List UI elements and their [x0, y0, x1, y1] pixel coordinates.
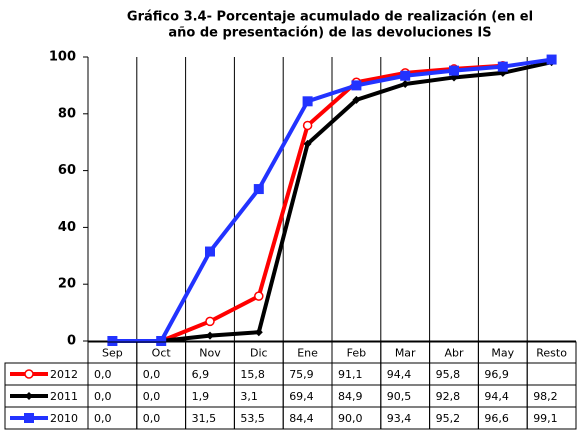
marker: [205, 246, 215, 257]
marker: [351, 80, 362, 91]
legend-label: 2010: [50, 412, 78, 425]
table-value: 0,0: [94, 368, 112, 381]
marker: [497, 61, 508, 72]
legend-marker: [24, 413, 34, 423]
y-tick-label: 80: [58, 106, 76, 121]
series-line: [112, 57, 552, 343]
marker: [546, 54, 557, 65]
table-value: 92,8: [436, 390, 461, 403]
x-tick-label: Ene: [297, 347, 318, 360]
marker: [302, 96, 313, 107]
x-tick-label: Mar: [395, 347, 416, 360]
table-value: 0,0: [143, 368, 161, 381]
table-value: 0,0: [143, 390, 161, 403]
table-value: 0,0: [94, 390, 112, 403]
table-value: 96,9: [484, 368, 509, 381]
y-tick-label: 40: [58, 220, 76, 235]
x-tick-label: Sep: [102, 347, 123, 360]
table-value: 84,4: [289, 412, 314, 425]
legend-marker: [24, 369, 34, 379]
table-value: 3,1: [240, 390, 258, 403]
table-value: 96,6: [484, 412, 509, 425]
table-value: 90,5: [387, 390, 412, 403]
x-tick-label: Abr: [444, 347, 464, 360]
table-value: 99,1: [533, 412, 558, 425]
marker: [107, 336, 118, 346]
marker: [253, 184, 264, 195]
table-value: 6,9: [192, 368, 210, 381]
table-value: 94,4: [484, 390, 509, 403]
chart-title: año de presentación) de las devoluciones…: [168, 26, 491, 41]
table-value: 15,8: [240, 368, 265, 381]
table-cell: [526, 406, 577, 430]
table-value: 95,8: [436, 368, 461, 381]
table-value: 91,1: [338, 368, 363, 381]
table-value: 98,2: [533, 390, 558, 403]
table-value: 1,9: [192, 390, 210, 403]
marker: [449, 65, 459, 76]
series-line: [112, 63, 503, 343]
table-value: 53,5: [240, 412, 265, 425]
series-line: [112, 60, 553, 343]
y-tick-label: 100: [49, 50, 76, 65]
table-value: 0,0: [94, 412, 112, 425]
table-value: 84,9: [338, 390, 363, 403]
table-value: 0,0: [143, 412, 161, 425]
table-value: 90,0: [338, 412, 363, 425]
chart-title: Gráfico 3.4- Porcentaje acumulado de rea…: [127, 10, 533, 25]
y-tick-label: 60: [58, 163, 76, 178]
table-value: 94,4: [387, 368, 412, 381]
table-value: 69,4: [289, 390, 314, 403]
marker: [303, 139, 312, 148]
x-tick-label: Nov: [199, 347, 221, 360]
legend-label: 2012: [50, 368, 78, 381]
marker: [401, 79, 410, 88]
y-tick-label: 0: [67, 334, 76, 349]
y-tick-label: 20: [58, 277, 76, 292]
table-value: 31,5: [192, 412, 217, 425]
x-tick-label: Feb: [347, 347, 366, 360]
table-value: 75,9: [289, 368, 314, 381]
marker: [302, 120, 313, 131]
x-tick-label: Oct: [152, 347, 172, 360]
legend-label: 2011: [50, 390, 78, 403]
x-tick-label: May: [491, 347, 514, 360]
x-tick-label: Resto: [536, 347, 567, 360]
legend-marker: [25, 392, 33, 400]
marker: [206, 331, 214, 340]
marker: [254, 291, 264, 301]
marker: [205, 316, 215, 327]
table-value: 93,4: [387, 412, 412, 425]
x-tick-label: Dic: [250, 347, 268, 360]
table-value: 95,2: [436, 412, 461, 425]
marker: [254, 328, 263, 337]
marker: [400, 70, 411, 81]
marker: [156, 336, 167, 346]
marker: [352, 95, 361, 104]
table-cell: [526, 362, 577, 386]
